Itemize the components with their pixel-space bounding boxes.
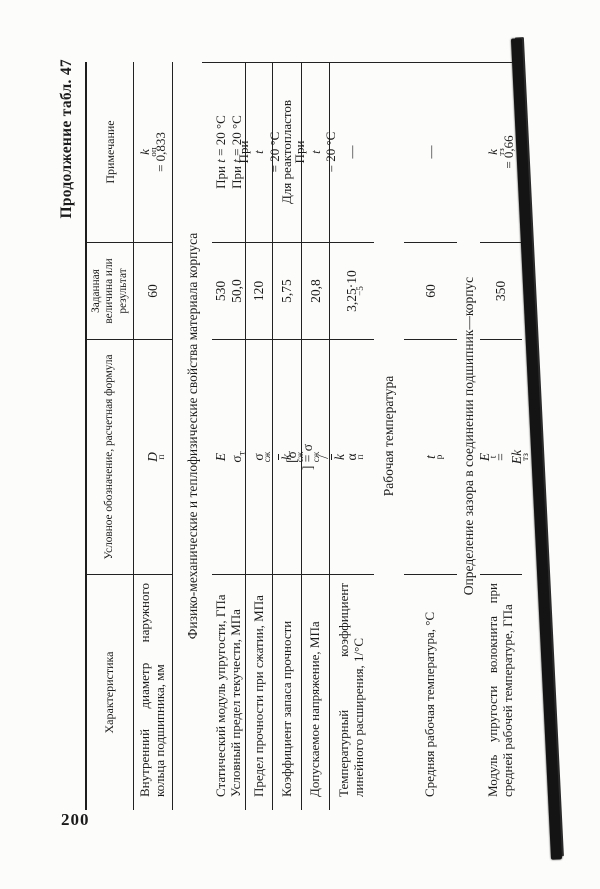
row-symbol-line1: E [212,452,228,462]
row-value: 60 [404,243,457,340]
header-symbol-formula: Условное обозначение, расчетная формула [87,340,133,575]
table-row: Внутренний диаметр наружного кольца подш… [134,62,173,810]
table-row: Температурный коэффициент линейного расш… [330,62,374,810]
row-value: 60 [134,243,172,340]
row-symbol: E σт [212,340,247,575]
row-value: 350 [480,243,522,340]
table-row: Допускаемое напряжение, МПа [σ сж] = σ сж /… [284,62,347,810]
page-number: 200 [61,810,90,829]
row-note: — [404,62,457,243]
table-continuation-caption: Продолжение табл. 47 [58,59,75,219]
row-symbol-line2: σт [228,451,247,463]
row-label: Модуль упругости волокнита при средней р… [485,583,515,797]
characteristics-table: Характеристика Условное обозначение, рас… [85,62,530,810]
row-value: 5,75 [273,243,301,340]
header-note: Примечание [87,62,133,243]
row-label: Внутренний диаметр наружного кольца подш… [137,583,167,797]
row-value-line1: 530 [212,280,228,302]
table-row: Модуль упругости волокнита при средней р… [477,62,530,810]
row-note: При t = 20 °С [236,62,282,243]
row-label: Температурный коэффициент линейного расш… [336,583,366,797]
table-header-row: Характеристика Условное обозначение, рас… [87,62,134,810]
row-note: При t = 20 °С [292,62,338,243]
row-note: k оп = 0,833 [134,62,172,243]
row-label: Коэффициент запаса прочности [278,620,294,797]
header-given-value: Заданная величина или результат [87,243,133,340]
header-characteristic: Характеристика [102,651,117,734]
row-label: Статический модуль упругости, ГПа Условн… [212,575,245,810]
row-value: 120 [246,243,272,340]
table-row: Предел прочности при сжатии, МПа σ сж 120… [236,62,282,810]
row-note: — [330,62,374,243]
row-value-line2: 50,0 [228,279,244,303]
row-label-line1: Статический модуль упругости, ГПа [212,594,228,797]
table-right-border [202,62,520,64]
row-value: 20,8 [302,243,329,340]
row-value: 530 50,0 [212,243,245,340]
row-label-line2: Условный предел текучести, МПа [227,609,243,797]
row-note-line1: При t = 20 °С [212,115,228,189]
row-symbol: [σ сж] = σ сж / k [284,340,347,575]
row-label: Средняя рабочая температура, °С [422,611,438,797]
section-heading-material-properties: Физико-механические и теплофизические св… [184,232,200,640]
row-label: Предел прочности при сжатии, МПа [250,595,266,797]
row-label: Допускаемое напряжение, МПа [307,621,323,797]
section-heading-working-temperature: Рабочая температура [381,375,396,497]
row-value: 3,25·10 −5 [330,243,374,340]
row-symbol: σ сж [246,340,272,575]
